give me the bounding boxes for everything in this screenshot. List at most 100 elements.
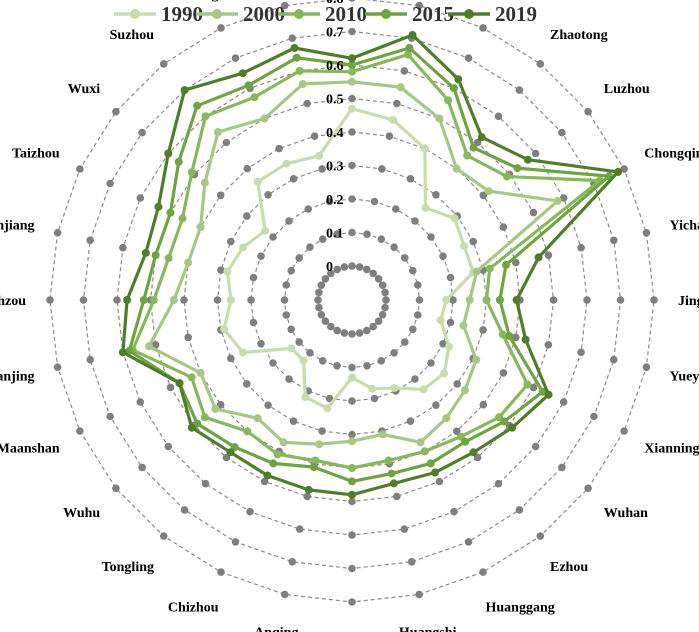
tick-label: 0 (326, 260, 333, 275)
grid-dot (390, 243, 398, 251)
data-point (442, 296, 451, 304)
grid-dot (151, 341, 160, 349)
grid-dot (411, 375, 419, 383)
data-point (154, 202, 163, 211)
grid-dot (222, 138, 231, 147)
category-label: Zhenjiang (0, 218, 35, 233)
grid-dot (348, 497, 356, 506)
grid-dot (348, 564, 356, 573)
grid-dot (393, 99, 401, 108)
category-label: Anqing (254, 626, 298, 632)
tick-label: 0.3 (326, 160, 344, 175)
grid-dot (544, 341, 553, 349)
data-point (196, 368, 205, 377)
data-point (469, 448, 478, 457)
grid-dot (166, 383, 175, 392)
grid-dot (529, 383, 538, 392)
legend-item-2010: 2010 (278, 2, 367, 26)
data-point (405, 44, 414, 52)
data-point (348, 477, 356, 486)
data-point (166, 208, 175, 217)
data-point (253, 177, 262, 186)
legend-item-2019: 2019 (448, 2, 537, 26)
grid-dot (515, 86, 524, 94)
data-point (125, 346, 134, 355)
grid-dot (216, 191, 225, 200)
data-point (323, 404, 332, 413)
data-point (484, 187, 493, 196)
grid-dot (348, 0, 356, 2)
data-point (187, 423, 196, 432)
data-point (498, 330, 507, 339)
category-label: Maanshan (0, 442, 60, 457)
data-point (118, 348, 127, 357)
grid-dot (201, 479, 210, 488)
grid-dot (370, 197, 379, 206)
grid-dot (76, 165, 84, 173)
data-point (421, 203, 430, 212)
grid-dot (295, 525, 304, 533)
grid-dot (348, 531, 356, 539)
data-point (250, 93, 259, 102)
grid-dot (385, 132, 394, 140)
category-label: Nanjing (0, 370, 35, 385)
grid-dot (515, 506, 524, 514)
grid-dot (432, 191, 440, 199)
data-point (180, 86, 189, 95)
grid-dot (289, 175, 298, 183)
data-point (348, 464, 356, 472)
grid-dot (415, 590, 424, 599)
grid-dot (378, 165, 386, 173)
category-label: Taizhou (12, 147, 60, 162)
grid-dot (406, 175, 415, 183)
grid-dot (269, 233, 277, 241)
data-point (445, 342, 453, 351)
data-point (440, 369, 449, 378)
category-label: Yichang (670, 218, 699, 233)
grid-dot (112, 484, 120, 493)
grid-dot (243, 212, 251, 220)
grid-dot (247, 296, 255, 304)
grid-dot (435, 477, 444, 486)
radial-tick-labels: 0 0.1 0.2 0.3 0.4 0.5 0.6 0.7 0.8 (326, 0, 344, 275)
grid-dot (79, 296, 88, 304)
grid-dot (264, 401, 272, 410)
data-point (461, 386, 469, 395)
grid-dot (400, 525, 409, 533)
data-point (472, 267, 481, 276)
data-point (419, 385, 428, 394)
grid-dot (577, 243, 585, 252)
grid-dot (369, 322, 378, 331)
data-point (260, 114, 269, 123)
data-point (348, 437, 356, 446)
data-point (301, 393, 310, 401)
grid-dot (377, 235, 386, 243)
grid-dot (610, 355, 618, 364)
grid-dot (318, 357, 327, 365)
category-label: Chizhou (168, 600, 219, 615)
grid-dot (348, 128, 356, 136)
data-point (502, 172, 511, 181)
tick-label: 0.1 (326, 227, 344, 242)
grid-dot (382, 296, 390, 304)
grid-dot (348, 161, 356, 170)
data-point (461, 437, 470, 446)
grid-dot (264, 191, 272, 199)
data-point (175, 379, 184, 388)
category-label: Zhaotong (550, 28, 608, 43)
data-point (431, 468, 440, 477)
grid-dot (446, 273, 455, 282)
data-point (390, 384, 399, 392)
data-point (211, 404, 220, 413)
grid-dot (432, 401, 440, 410)
data-point (523, 155, 532, 164)
grid-dot (531, 149, 540, 158)
data-point (201, 112, 210, 121)
data-point (282, 159, 291, 168)
grid-dot (400, 67, 409, 75)
data-point (193, 101, 202, 110)
data-point (348, 67, 356, 76)
data-point (238, 348, 247, 357)
grid-dot (325, 197, 334, 206)
grid-dot (453, 380, 462, 388)
